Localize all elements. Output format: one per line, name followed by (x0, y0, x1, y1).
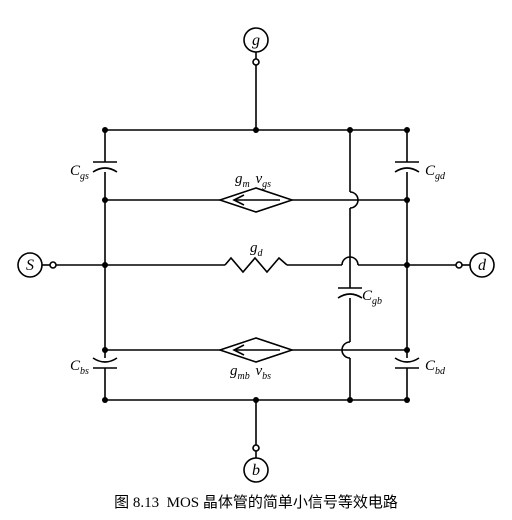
cap-cgs (93, 162, 117, 172)
cap-cbs (93, 358, 117, 368)
resistor-gd (225, 258, 287, 272)
vccs2-diamond (220, 338, 292, 362)
label-cbs: Cbs (70, 358, 89, 377)
label-cgs: Cgs (70, 163, 89, 182)
label-b: b (252, 462, 260, 479)
label-g: g (252, 32, 260, 49)
label-s: S (26, 257, 34, 274)
caption-prefix: 图 8.13 (114, 495, 159, 511)
label-cbd: Cbd (425, 358, 446, 377)
figure-caption: 图 8.13 MOS 晶体管的简单小信号等效电路 (0, 491, 512, 512)
label-cgd: Cgd (425, 163, 446, 182)
circuit-svg: g S d b Cgs Cgd Cbs Cbd Cgb gd gm vgs gm… (0, 0, 512, 500)
cap-cbd (395, 358, 419, 368)
cap-cgb (338, 288, 362, 298)
label-gd: gd (250, 240, 264, 259)
label-vccs2: gmb vbs (230, 363, 271, 383)
label-cgb: Cgb (362, 288, 382, 307)
label-d: d (478, 257, 487, 274)
caption-text: MOS 晶体管的简单小信号等效电路 (167, 495, 398, 511)
cap-cgd (395, 162, 419, 172)
circuit-figure: g S d b Cgs Cgd Cbs Cbd Cgb gd gm vgs gm… (0, 0, 512, 520)
label-vccs1: gm vgs (235, 171, 271, 191)
vccs1-diamond (220, 188, 292, 212)
